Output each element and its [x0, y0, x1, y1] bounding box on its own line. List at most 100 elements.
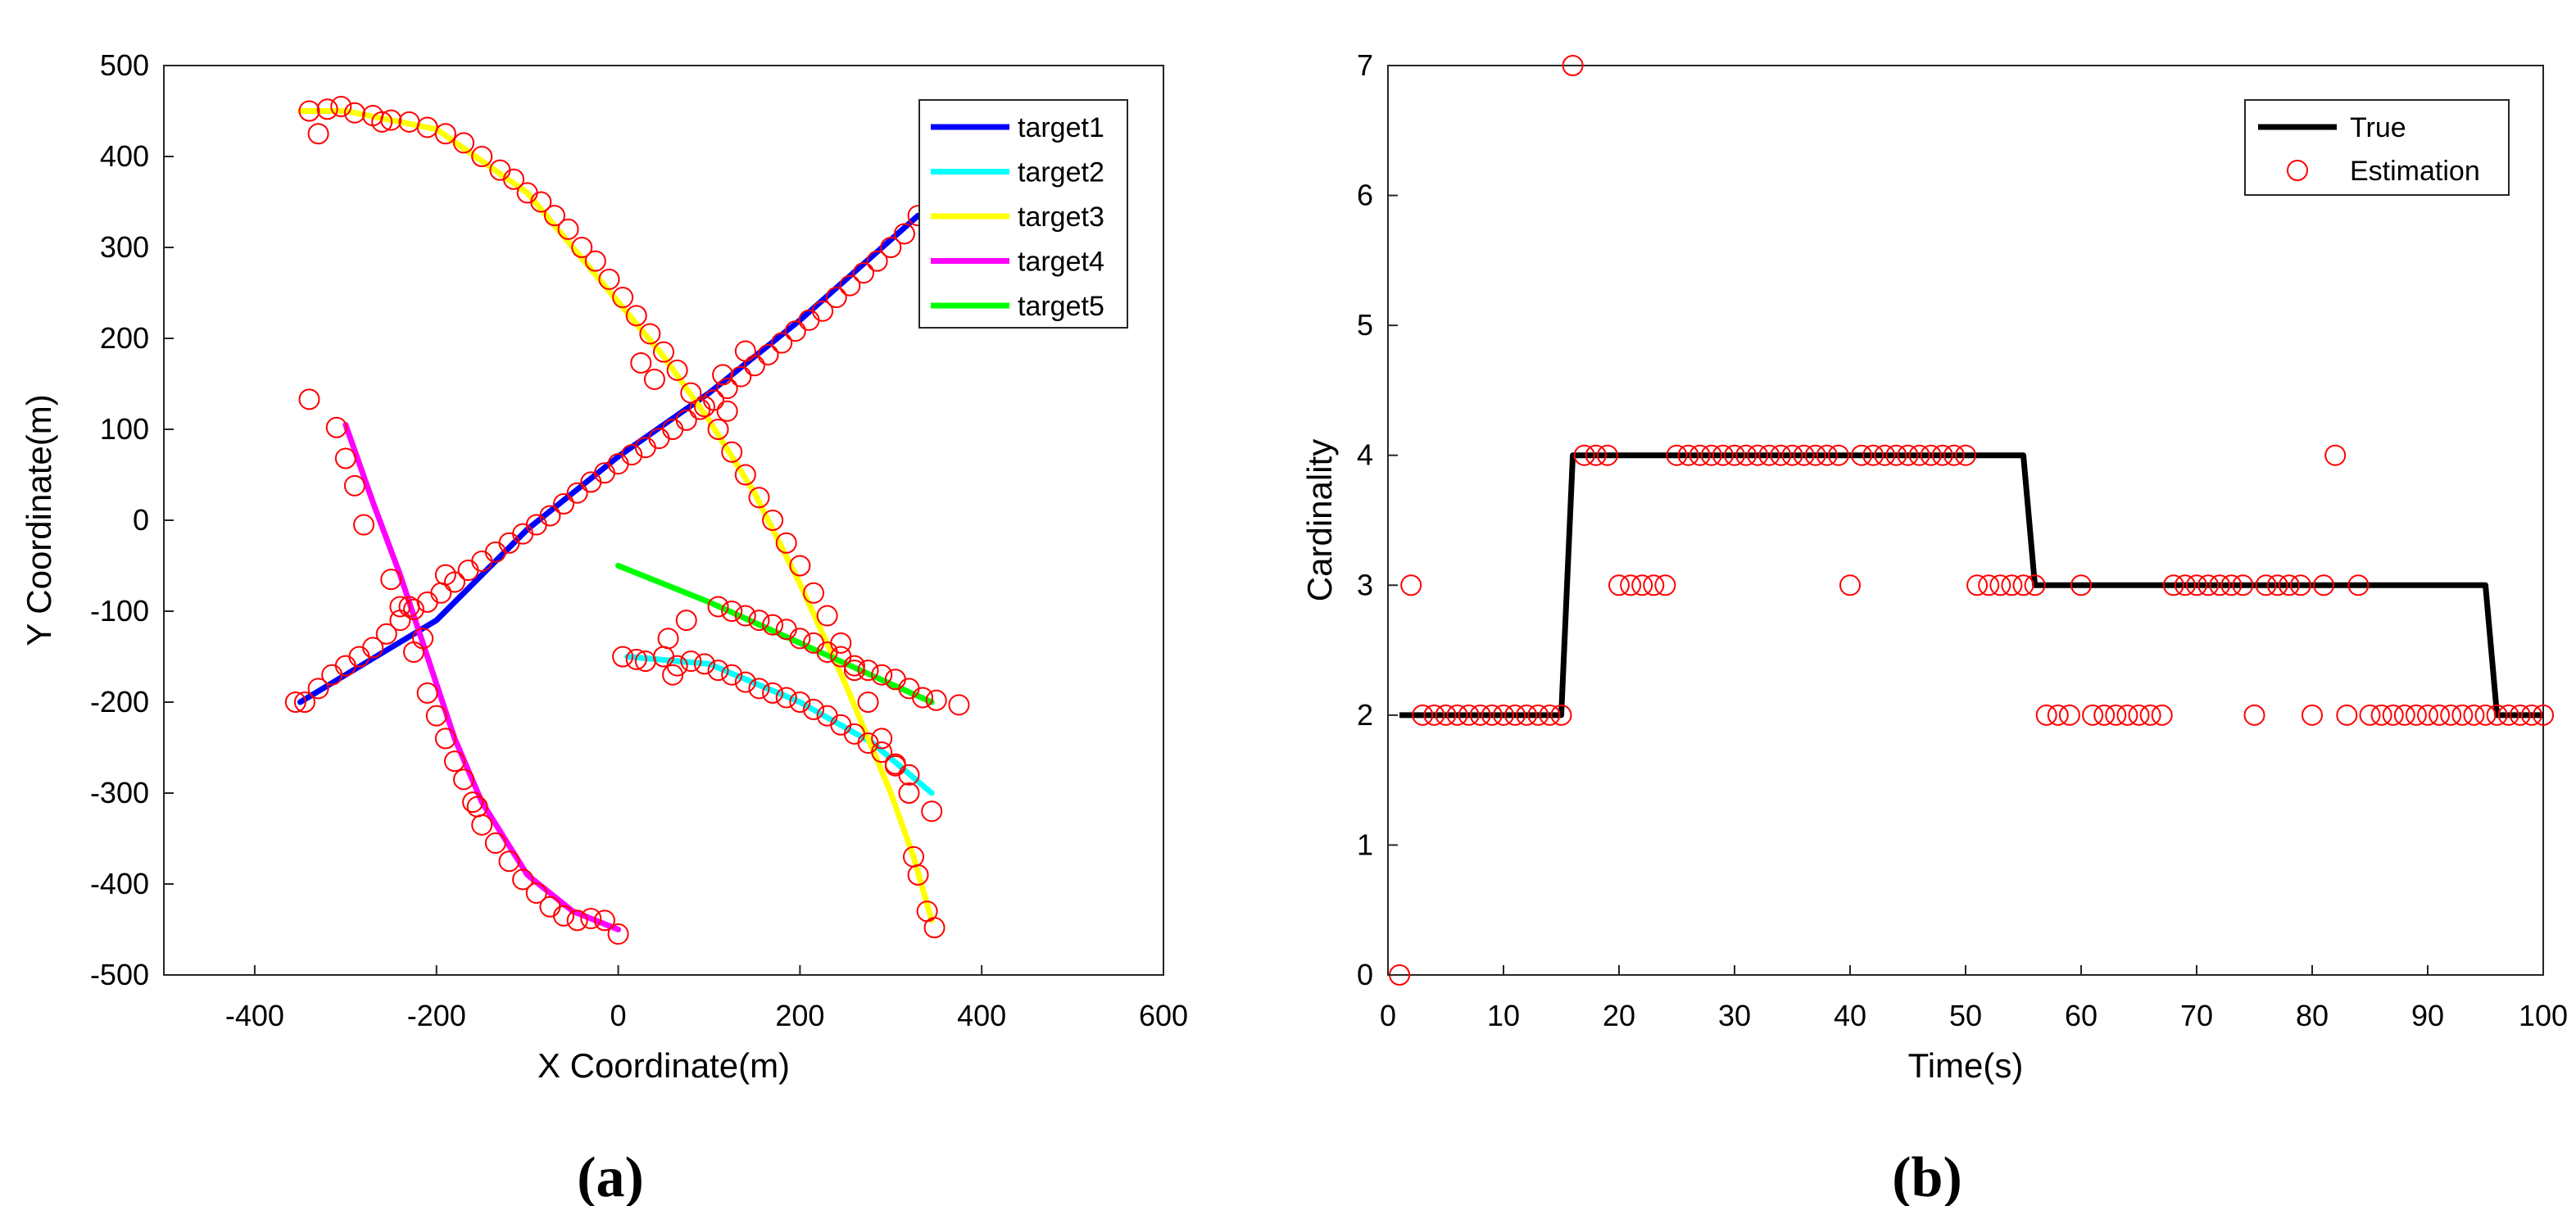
y-tick-label-a: 100 [100, 412, 149, 446]
estimate-point-a [803, 698, 824, 720]
estimate-point-b [2047, 704, 2069, 726]
estimate-point-a [857, 660, 879, 682]
estimate-point-b [1562, 55, 1584, 76]
estimate-point-a [721, 664, 743, 686]
estimate-point-b [1585, 444, 1607, 466]
x-axis-label-b: Time(s) [1908, 1046, 2024, 1085]
y-tick-label-a: 500 [100, 48, 149, 82]
legend-label-target1: target1 [1018, 112, 1104, 143]
estimate-point-b [1735, 444, 1757, 466]
estimate-point-a [680, 382, 702, 404]
estimate-point-a [762, 614, 784, 636]
estimate-point-a [284, 691, 306, 713]
series-line-target5 [615, 563, 935, 705]
estimate-point-b [2197, 574, 2220, 596]
y-tick-label-a: -300 [90, 776, 149, 809]
estimate-point-b [1839, 574, 1861, 596]
estimate-point-a [539, 505, 561, 527]
x-tick-label-a: -200 [407, 999, 466, 1032]
estimate-point-b [1874, 444, 1896, 466]
estimate-point-b [1816, 444, 1838, 466]
x-tick-label-b: 100 [2519, 999, 2568, 1032]
y-tick-label-a: -400 [90, 867, 149, 900]
estimate-point-b [1643, 574, 1665, 596]
estimate-point-b [2105, 704, 2127, 726]
estimate-point-a [771, 332, 793, 354]
x-tick-label-b: 80 [2296, 999, 2329, 1032]
estimate-point-a [762, 682, 784, 704]
caption-b: (b) [1892, 1146, 1962, 1206]
estimate-point-b [2405, 704, 2427, 726]
estimate-point-b [1620, 574, 1642, 596]
estimate-point-a [625, 648, 647, 670]
estimate-point-a [662, 664, 684, 686]
series-line-True [1399, 452, 2543, 719]
estimate-point-b [1400, 574, 1422, 596]
estimate-point-b [2209, 574, 2231, 596]
estimate-point-a [721, 441, 743, 463]
estimate-point-a [630, 351, 652, 374]
estimate-point-a [471, 146, 493, 167]
estimate-point-a [812, 300, 834, 322]
x-tick-label-b: 60 [2065, 999, 2098, 1032]
estimate-point-b [2474, 704, 2497, 726]
estimate-point-a [789, 628, 811, 650]
x-tick-label-a: 600 [1139, 999, 1188, 1032]
estimate-point-b [2429, 704, 2451, 726]
estimate-point-b [1481, 704, 1503, 726]
estimate-point-b [2220, 574, 2243, 596]
estimate-point-b [1435, 704, 1457, 726]
y-axis-label-b: Cardinality [1300, 439, 1339, 601]
estimate-point-b [1608, 574, 1630, 596]
x-tick-label-a: 400 [957, 999, 1006, 1032]
estimate-point-a [803, 582, 824, 604]
estimate-point-b [2393, 704, 2415, 726]
panel-a: -400 -200 0 200 400 600 -500 -400 -300 -200 -100 0… [20, 48, 1188, 1206]
estimate-point-a [416, 682, 438, 704]
estimate-point-b [1504, 704, 1526, 726]
y-tick-label-b: 4 [1357, 438, 1373, 472]
estimate-point-a [325, 416, 347, 438]
estimate-point-a [434, 728, 456, 750]
estimate-point-b [1654, 574, 1676, 596]
y-tick-label-a: -500 [90, 958, 149, 991]
estimate-point-a [443, 750, 465, 773]
estimate-point-b [2324, 444, 2347, 466]
y-axis-label-a: Y Coordinate(m) [20, 394, 58, 646]
estimate-point-b [2463, 704, 2485, 726]
estimate-point-b [2266, 574, 2288, 596]
estimate-point-a [843, 660, 865, 682]
estimate-point-b [2070, 574, 2092, 596]
estimate-point-b [1539, 704, 1561, 726]
y-tick-label-b: 1 [1357, 827, 1373, 861]
estimate-point-a [734, 671, 756, 693]
estimate-point-a [434, 564, 456, 586]
legend-a: target1 target2 target3 target4 target5 [918, 99, 1128, 329]
estimate-point-b [1516, 704, 1538, 726]
estimate-point-a [898, 764, 920, 786]
estimate-point-b [1827, 444, 1849, 466]
estimate-point-a [680, 651, 702, 673]
estimate-point-b [1908, 444, 1930, 466]
x-tick-label-b: 10 [1487, 999, 1520, 1032]
estimate-point-b [1978, 574, 2000, 596]
estimate-point-b [2417, 704, 2438, 726]
estimate-point-b [1747, 444, 1769, 466]
estimate-point-a [403, 598, 424, 620]
plot-area-b [1387, 65, 2544, 976]
estimate-point-a [734, 340, 756, 362]
estimate-point-a [948, 694, 970, 716]
estimate-point-a [343, 474, 365, 496]
estimate-point-b [2520, 704, 2542, 726]
estimate-point-b [2451, 704, 2474, 726]
legend-label-Estimation: Estimation [2350, 156, 2480, 187]
estimate-point-b [1527, 704, 1549, 726]
estimate-point-a [553, 493, 574, 515]
y-tick-label-a: 200 [100, 321, 149, 355]
estimate-point-a [898, 782, 920, 804]
estimate-point-b [2497, 704, 2519, 726]
estimate-point-a [598, 268, 620, 290]
x-tick-label-b: 40 [1834, 999, 1866, 1032]
y-tick-label-b: 0 [1357, 958, 1373, 991]
